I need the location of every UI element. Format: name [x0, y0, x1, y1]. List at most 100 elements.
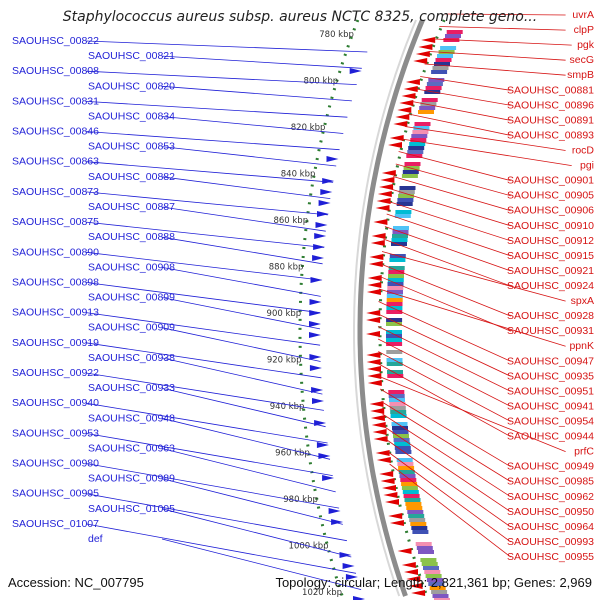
right-label[interactable]: SAOUHSC_00881	[507, 84, 594, 96]
right-label[interactable]: clpP	[574, 24, 594, 36]
red-gene-arrow[interactable]	[366, 352, 381, 358]
left-label[interactable]: SAOUHSC_00898	[12, 277, 99, 289]
left-label[interactable]: SAOUHSC_00834	[88, 111, 175, 123]
red-gene-arrow[interactable]	[401, 562, 416, 568]
right-label[interactable]: SAOUHSC_00944	[507, 431, 594, 443]
left-label[interactable]: SAOUHSC_00887	[88, 201, 175, 213]
left-label[interactable]: SAOUHSC_00899	[88, 292, 175, 304]
red-gene-arrow[interactable]	[389, 135, 404, 141]
blue-gene-arrow[interactable]	[311, 387, 324, 393]
right-label[interactable]: uvrA	[572, 9, 594, 21]
left-label[interactable]: SAOUHSC_00846	[12, 126, 99, 138]
left-label[interactable]: SAOUHSC_00890	[12, 246, 99, 258]
red-gene-arrow[interactable]	[389, 520, 404, 526]
blue-gene-arrow[interactable]	[322, 178, 335, 184]
left-label[interactable]: SAOUHSC_00888	[88, 231, 175, 243]
right-label[interactable]: spxA	[571, 295, 594, 307]
left-label[interactable]: SAOUHSC_00853	[88, 141, 175, 153]
red-gene-arrow[interactable]	[367, 373, 382, 379]
blue-gene-arrow[interactable]	[309, 354, 322, 360]
red-gene-arrow[interactable]	[373, 436, 388, 442]
red-gene-arrow[interactable]	[376, 198, 391, 204]
red-gene-arrow[interactable]	[404, 569, 418, 575]
red-gene-arrow[interactable]	[367, 275, 382, 281]
right-label[interactable]: pgi	[580, 160, 594, 172]
blue-gene-arrow[interactable]	[316, 442, 329, 448]
red-gene-arrow[interactable]	[370, 240, 385, 246]
left-label[interactable]: SAOUHSC_00863	[12, 156, 99, 168]
right-label[interactable]: SAOUHSC_00954	[507, 416, 594, 428]
right-label[interactable]: SAOUHSC_00901	[507, 175, 594, 187]
blue-gene-arrow[interactable]	[310, 277, 323, 283]
right-label[interactable]: SAOUHSC_00912	[507, 235, 594, 247]
left-label[interactable]: SAOUHSC_00980	[12, 458, 99, 470]
left-label[interactable]: SAOUHSC_00820	[88, 80, 175, 92]
blue-gene-arrow[interactable]	[322, 475, 335, 481]
blue-gene-arrow[interactable]	[312, 398, 324, 404]
right-label[interactable]: SAOUHSC_00905	[507, 190, 594, 202]
left-label[interactable]: SAOUHSC_00995	[12, 488, 99, 500]
right-label[interactable]: SAOUHSC_00950	[507, 506, 594, 518]
red-gene-arrow[interactable]	[385, 499, 399, 505]
red-gene-arrow[interactable]	[380, 478, 395, 484]
blue-gene-arrow[interactable]	[331, 519, 344, 525]
blue-gene-arrow[interactable]	[328, 508, 341, 514]
right-label[interactable]: pgk	[577, 39, 595, 51]
red-gene-arrow[interactable]	[393, 121, 408, 127]
blue-gene-arrow[interactable]	[345, 574, 358, 580]
left-label[interactable]: SAOUHSC_00913	[12, 307, 99, 319]
red-gene-arrow[interactable]	[366, 317, 381, 323]
right-label[interactable]: ppnK	[569, 340, 594, 352]
red-gene-arrow[interactable]	[382, 485, 396, 491]
red-gene-arrow[interactable]	[403, 86, 418, 92]
right-label[interactable]: SAOUHSC_00891	[507, 114, 594, 126]
red-gene-arrow[interactable]	[421, 37, 436, 43]
right-label[interactable]: SAOUHSC_00910	[507, 220, 594, 232]
left-label[interactable]: SAOUHSC_01005	[88, 503, 175, 515]
right-label[interactable]: SAOUHSC_00993	[507, 536, 594, 548]
red-gene-arrow[interactable]	[411, 590, 426, 596]
right-label[interactable]: SAOUHSC_00985	[507, 476, 594, 488]
red-gene-arrow[interactable]	[375, 450, 390, 456]
left-label[interactable]: SAOUHSC_00822	[12, 35, 99, 47]
left-label[interactable]: SAOUHSC_00821	[88, 50, 175, 62]
blue-gene-arrow[interactable]	[342, 563, 355, 569]
blue-gene-arrow[interactable]	[318, 200, 331, 206]
right-label[interactable]: SAOUHSC_00915	[507, 250, 594, 262]
right-label[interactable]: SAOUHSC_00962	[507, 491, 594, 503]
right-label[interactable]: smpB	[567, 69, 594, 81]
left-label[interactable]: SAOUHSC_00940	[12, 397, 99, 409]
red-gene-arrow[interactable]	[366, 331, 380, 337]
left-label[interactable]: SAOUHSC_00919	[12, 337, 99, 349]
red-gene-arrow[interactable]	[418, 44, 433, 50]
right-label[interactable]: SAOUHSC_00928	[507, 310, 594, 322]
red-gene-arrow[interactable]	[369, 401, 384, 407]
red-gene-arrow[interactable]	[369, 254, 384, 260]
blue-gene-arrow[interactable]	[320, 189, 333, 195]
blue-gene-arrow[interactable]	[339, 552, 352, 558]
right-label[interactable]: rocD	[572, 145, 595, 157]
red-gene-arrow[interactable]	[397, 107, 412, 113]
left-label[interactable]: SAOUHSC_00808	[12, 65, 99, 77]
left-label[interactable]: SAOUHSC_00963	[88, 443, 175, 455]
red-gene-arrow[interactable]	[371, 233, 386, 239]
right-label[interactable]: SAOUHSC_00893	[507, 129, 594, 141]
left-label[interactable]: SAOUHSC_00989	[88, 473, 175, 485]
blue-gene-arrow[interactable]	[353, 596, 365, 600]
red-gene-arrow[interactable]	[370, 415, 385, 421]
blue-gene-arrow[interactable]	[315, 222, 328, 228]
red-gene-arrow[interactable]	[367, 366, 381, 372]
red-gene-arrow[interactable]	[376, 457, 391, 463]
blue-gene-arrow[interactable]	[309, 321, 321, 327]
red-gene-arrow[interactable]	[372, 429, 387, 435]
right-label[interactable]: SAOUHSC_00931	[507, 325, 594, 337]
red-gene-arrow[interactable]	[381, 170, 396, 176]
right-label[interactable]: SAOUHSC_00951	[507, 385, 594, 397]
red-gene-arrow[interactable]	[371, 422, 386, 428]
right-label[interactable]: SAOUHSC_00896	[507, 99, 594, 111]
right-label[interactable]: SAOUHSC_00924	[507, 280, 594, 292]
red-gene-arrow[interactable]	[379, 471, 394, 477]
red-gene-arrow[interactable]	[401, 93, 416, 99]
red-gene-arrow[interactable]	[375, 205, 390, 211]
